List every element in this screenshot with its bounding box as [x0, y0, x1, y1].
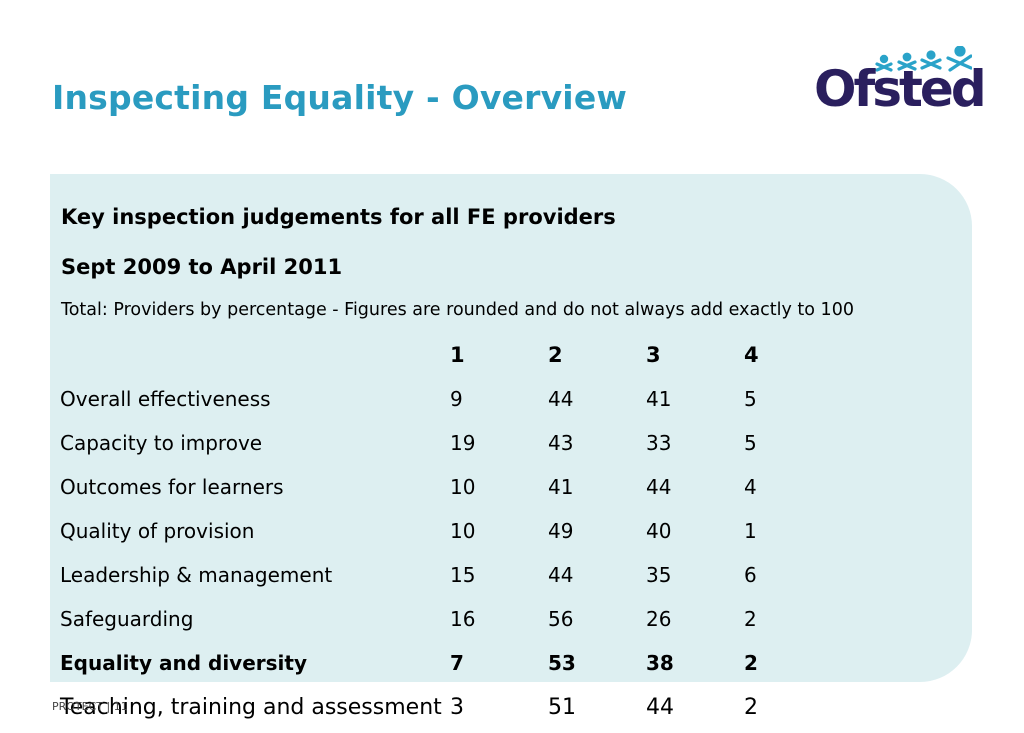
row-label: Equality and diversity — [60, 651, 307, 675]
row-label: Quality of provision — [60, 519, 255, 543]
cell-value: 19 — [450, 431, 476, 455]
column-header: 3 — [646, 343, 661, 367]
cell-value: 53 — [548, 651, 576, 675]
column-header: 2 — [548, 343, 563, 367]
cell-value: 56 — [548, 607, 574, 631]
table-period: Sept 2009 to April 2011 — [61, 255, 343, 279]
cell-value: 15 — [450, 563, 476, 587]
cell-value: 41 — [548, 475, 574, 499]
row-label: Outcomes for learners — [60, 475, 284, 499]
row-label: Overall effectiveness — [60, 387, 271, 411]
cell-value: 33 — [646, 431, 672, 455]
row-label: Teaching, training and assessment — [60, 695, 442, 720]
cell-value: 4 — [744, 475, 757, 499]
cell-value: 51 — [548, 695, 576, 720]
cell-value: 3 — [450, 695, 464, 720]
cell-value: 5 — [744, 431, 757, 455]
cell-value: 44 — [646, 475, 672, 499]
row-label: Capacity to improve — [60, 431, 263, 455]
cell-value: 38 — [646, 651, 674, 675]
cell-value: 10 — [450, 475, 476, 499]
cell-value: 2 — [744, 695, 758, 720]
ofsted-logo: Ofsted — [812, 46, 987, 126]
cell-value: 16 — [450, 607, 476, 631]
cell-value: 49 — [548, 519, 574, 543]
slide-title: Inspecting Equality - Overview — [52, 78, 628, 117]
content-panel — [50, 174, 972, 682]
table-title: Key inspection judgements for all FE pro… — [61, 205, 616, 229]
logo-wordmark: Ofsted — [814, 60, 987, 118]
cell-value: 43 — [548, 431, 574, 455]
column-header: 4 — [744, 343, 759, 367]
cell-value: 1 — [744, 519, 757, 543]
cell-value: 44 — [646, 695, 674, 720]
cell-value: 2 — [744, 607, 757, 631]
table-note: Total: Providers by percentage - Figures… — [61, 300, 854, 320]
cell-value: 40 — [646, 519, 672, 543]
cell-value: 41 — [646, 387, 672, 411]
cell-value: 7 — [450, 651, 464, 675]
row-label: Leadership & management — [60, 563, 333, 587]
cell-value: 6 — [744, 563, 757, 587]
cell-value: 10 — [450, 519, 476, 543]
footer-protect-label: PROTECT | 11 — [52, 700, 128, 713]
star-figures-icon — [875, 46, 972, 72]
cell-value: 44 — [548, 563, 574, 587]
column-header: 1 — [450, 343, 465, 367]
row-label: Safeguarding — [60, 607, 194, 631]
cell-value: 5 — [744, 387, 757, 411]
cell-value: 9 — [450, 387, 463, 411]
cell-value: 35 — [646, 563, 672, 587]
cell-value: 2 — [744, 651, 758, 675]
cell-value: 44 — [548, 387, 574, 411]
cell-value: 26 — [646, 607, 672, 631]
